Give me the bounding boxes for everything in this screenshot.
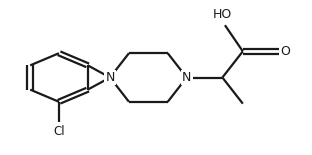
Text: O: O xyxy=(280,45,290,58)
Text: Cl: Cl xyxy=(53,125,65,138)
Text: HO: HO xyxy=(213,8,232,21)
Text: N: N xyxy=(105,71,115,84)
Text: N: N xyxy=(182,71,191,84)
